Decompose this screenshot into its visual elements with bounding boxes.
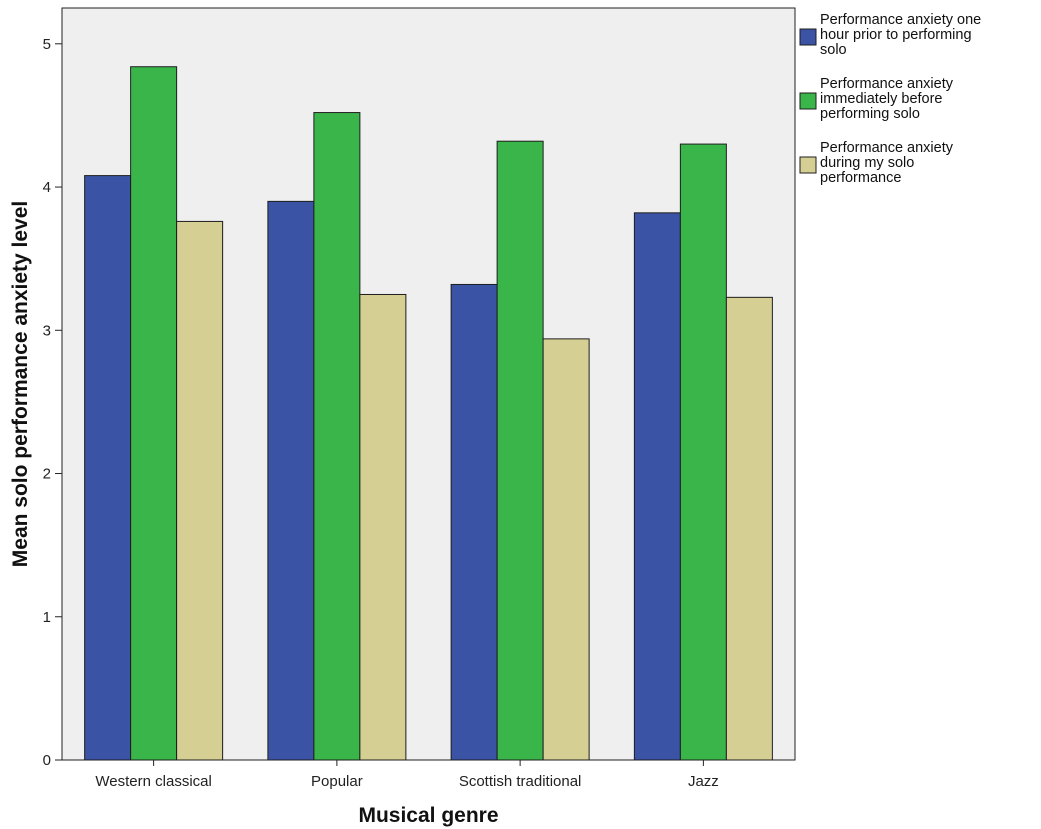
legend-label-line: hour prior to performing bbox=[820, 27, 972, 43]
legend-label-line: during my solo bbox=[820, 155, 914, 171]
x-tick-label: Popular bbox=[311, 773, 363, 790]
legend-label-line: performing solo bbox=[820, 106, 920, 122]
y-tick-label: 0 bbox=[43, 752, 51, 769]
legend-swatch-2 bbox=[799, 92, 817, 110]
legend-label-1: Performance anxiety one hour prior to per… bbox=[820, 12, 981, 58]
y-axis: 0 1 2 3 4 5 bbox=[43, 36, 62, 769]
legend-swatch-1 bbox=[799, 28, 817, 46]
bar-2-western-classical bbox=[130, 66, 178, 761]
x-axis: Western classical Popular Scottish traditi… bbox=[95, 760, 719, 790]
bar-1-jazz bbox=[633, 212, 681, 761]
bar-2-popular bbox=[313, 112, 361, 761]
x-tick-label: Scottish traditional bbox=[459, 773, 582, 790]
bar-3-jazz bbox=[725, 296, 773, 761]
y-tick-label: 3 bbox=[43, 322, 51, 339]
bar-3-western-classical bbox=[176, 220, 224, 761]
x-axis-title: Musical genre bbox=[358, 804, 498, 827]
y-axis-title: Mean solo performance anxiety level bbox=[9, 201, 32, 567]
bars-group bbox=[84, 66, 773, 761]
y-tick-label: 1 bbox=[43, 609, 51, 626]
legend-label-3: Performance anxiety during my solo perform… bbox=[820, 140, 954, 186]
x-tick-label: Jazz bbox=[688, 773, 719, 790]
bar-3-scottish-traditional bbox=[542, 338, 590, 761]
y-tick-label: 4 bbox=[43, 179, 51, 196]
bar-1-scottish-traditional bbox=[450, 283, 498, 761]
legend: Performance anxiety one hour prior to per… bbox=[799, 12, 981, 186]
bar-1-popular bbox=[267, 200, 315, 761]
legend-label-line: Performance anxiety bbox=[820, 76, 954, 92]
y-tick-label: 5 bbox=[43, 36, 51, 53]
legend-label-line: immediately before bbox=[820, 91, 943, 107]
y-tick-label: 2 bbox=[43, 466, 51, 483]
bar-2-jazz bbox=[679, 143, 727, 761]
legend-label-line: solo bbox=[820, 42, 847, 58]
legend-label-line: performance bbox=[820, 170, 901, 186]
bar-1-western-classical bbox=[84, 175, 132, 761]
x-tick-label: Western classical bbox=[95, 773, 211, 790]
legend-label-2: Performance anxiety immediately before per… bbox=[820, 76, 954, 122]
bar-3-popular bbox=[359, 293, 407, 761]
legend-label-line: Performance anxiety bbox=[820, 140, 954, 156]
bar-2-scottish-traditional bbox=[496, 140, 544, 761]
legend-swatch-3 bbox=[799, 156, 817, 174]
legend-label-line: Performance anxiety one bbox=[820, 12, 981, 28]
